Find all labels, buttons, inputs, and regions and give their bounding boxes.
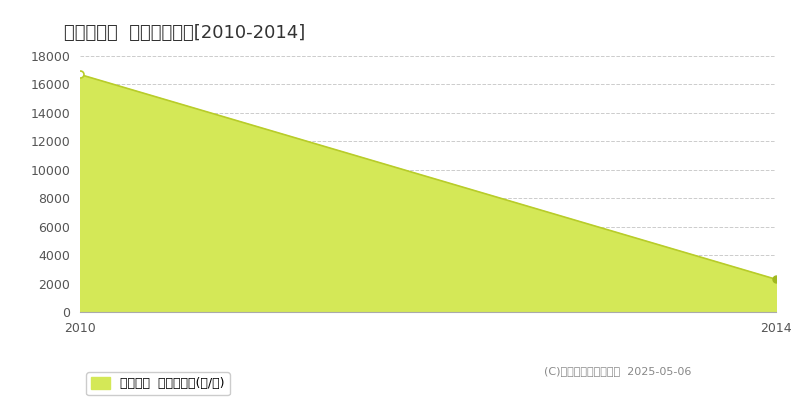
Legend: 農地価格  平均坪単価(円/坪): 農地価格 平均坪単価(円/坪) (86, 372, 230, 395)
Text: (C)土地価格ドットコム  2025-05-06: (C)土地価格ドットコム 2025-05-06 (544, 366, 691, 376)
Text: 野洲市須原  農地価格推移[2010-2014]: 野洲市須原 農地価格推移[2010-2014] (64, 24, 306, 42)
